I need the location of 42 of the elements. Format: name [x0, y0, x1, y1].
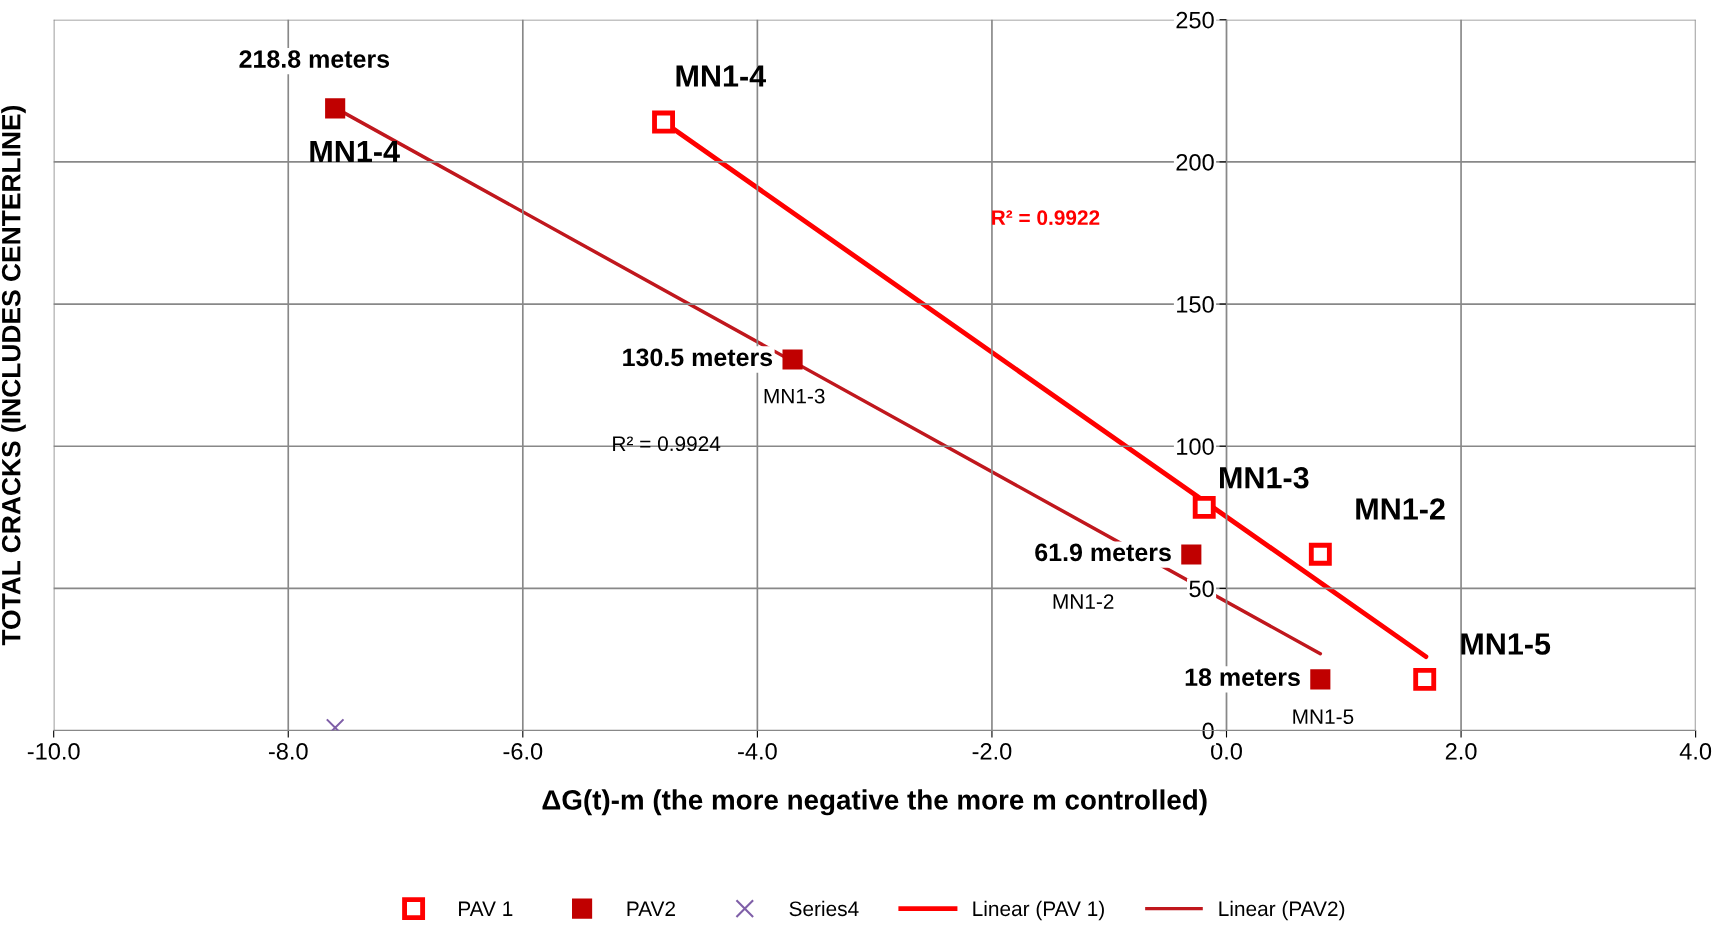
y-tick-label: 50 [1189, 580, 1214, 598]
y-tick-label: 100 [1177, 438, 1214, 455]
x-tick-label: 0.0 [1211, 742, 1242, 760]
data-label: 18 meters [1185, 668, 1300, 687]
legend-label: PAV 1 [459, 901, 513, 916]
data-label: 61.9 meters [1035, 543, 1171, 562]
point [1192, 495, 1216, 519]
annotation: R² = 0.9924 [613, 436, 721, 452]
annotation: MN1-4 [310, 140, 400, 162]
annotation: MN1-3 [1220, 466, 1309, 489]
annotation: MN1-2 [1356, 498, 1445, 520]
annotation: MN1-5 [1461, 633, 1551, 655]
x-tick-label: 2.0 [1445, 742, 1477, 760]
annotation: MN1-2 [1053, 594, 1114, 609]
y-tick-label: 150 [1177, 296, 1214, 313]
point [1413, 667, 1437, 691]
annotation: MN1-5 [1293, 709, 1354, 725]
x-tick-label: -2.0 [972, 742, 1012, 760]
legend-label: Linear (PAV2) [1219, 900, 1345, 921]
y-axis-title: TOTAL CRACKS (INCLUDES CENTERLINE) [1, 105, 26, 646]
y-tick-label: 250 [1176, 11, 1214, 29]
point [1308, 542, 1332, 566]
legend-label: PAV2 [627, 901, 675, 916]
x-tick-label: -6.0 [503, 742, 543, 760]
legend-label: Linear (PAV 1) [973, 900, 1104, 921]
point [1181, 544, 1202, 565]
x-tick-label: -4.0 [738, 742, 777, 760]
x-tick-label: 4.0 [1679, 742, 1712, 760]
annotation: MN1-4 [676, 65, 766, 87]
point [652, 110, 676, 134]
annotation: R² = 0.9922 [992, 210, 1100, 226]
annotation: MN1-3 [764, 388, 825, 404]
legend-label: Series4 [789, 900, 859, 917]
x-tick-label: -10.0 [27, 742, 80, 760]
x-tick-label: -8.0 [268, 742, 308, 760]
x-axis-title: ΔG(t)-m (the more negative the more m controlled) [542, 789, 1207, 816]
y-tick-label: 200 [1176, 153, 1214, 171]
point [1310, 669, 1331, 690]
data-label: 130.5 meters [623, 348, 773, 367]
point [325, 98, 346, 119]
data-label: 218.8 meters [239, 50, 390, 68]
point [782, 349, 803, 370]
